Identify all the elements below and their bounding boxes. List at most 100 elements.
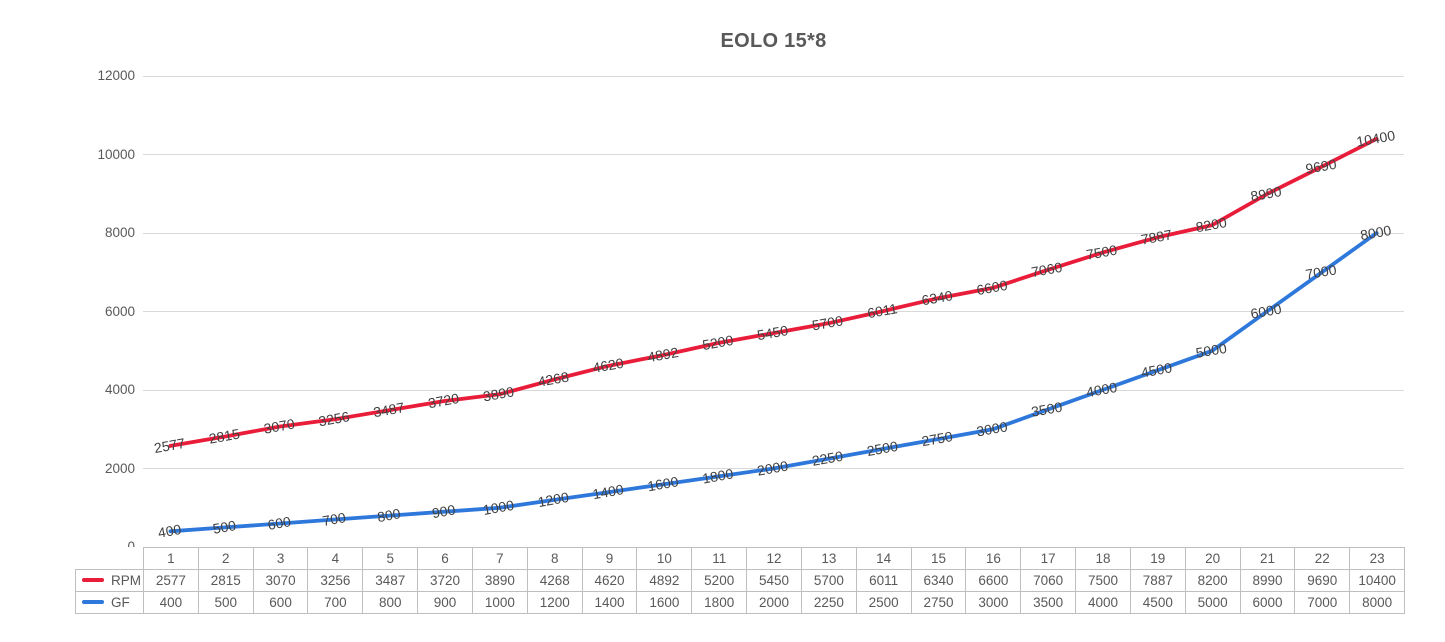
- table-value-cell: 400: [143, 591, 199, 614]
- data-label-rpm: 8200: [1195, 214, 1229, 235]
- y-axis-tick-label: 0: [70, 539, 135, 555]
- table-header-cell: 7: [471, 547, 528, 570]
- data-label-rpm: 6011: [866, 300, 899, 321]
- data-label-gf: 700: [321, 509, 347, 529]
- table-header-cell: 11: [691, 547, 748, 570]
- gridline: [143, 154, 1404, 155]
- data-label-gf: 1800: [701, 465, 735, 486]
- table-header-cell: 9: [581, 547, 638, 570]
- table-header-cell: 17: [1020, 547, 1077, 570]
- table-value-cell: 3070: [252, 569, 309, 592]
- data-label-gf: 600: [266, 513, 292, 533]
- y-axis-tick-label: 2000: [104, 460, 135, 476]
- data-label-rpm: 3890: [482, 383, 516, 404]
- y-axis-tick-label: 10000: [97, 146, 135, 162]
- table-value-cell: 7000: [1294, 591, 1351, 614]
- legend-swatch-rpm: [82, 578, 104, 582]
- table-header-cell: 5: [362, 547, 419, 570]
- data-label-rpm: 10400: [1355, 127, 1396, 150]
- data-table: 1 2 3 4 5 6 7 8 9 10 11 12 13 14 15 16 17 18 19 20 21 22 23 RPM…: [75, 547, 1406, 614]
- data-label-gf: 3000: [975, 418, 1009, 439]
- gridline: [143, 232, 1404, 234]
- table-header-cell: 20: [1184, 547, 1241, 570]
- table-value-cell: 1000: [471, 591, 528, 614]
- data-label-gf: 400: [157, 521, 183, 541]
- data-label-rpm: 7060: [1030, 259, 1064, 280]
- table-header-cell: 18: [1075, 547, 1131, 570]
- table-value-cell: 7500: [1075, 569, 1131, 592]
- table-value-cell: 6340: [910, 569, 967, 592]
- data-label-gf: 2250: [811, 448, 845, 469]
- data-label-gf: 6000: [1249, 300, 1283, 321]
- series-line-gf: [168, 231, 1379, 534]
- table-header-cell: 10: [636, 547, 693, 570]
- table-value-cell: 2500: [855, 591, 912, 614]
- table-value-cell: 8990: [1239, 569, 1296, 592]
- table-header-cell: 6: [417, 547, 473, 570]
- table-value-cell: 7060: [1020, 569, 1077, 592]
- data-label-rpm: 2815: [208, 425, 242, 446]
- legend-label: RPM: [111, 573, 141, 588]
- data-label-rpm: 5200: [701, 332, 735, 353]
- data-label-rpm: 6600: [975, 277, 1009, 298]
- data-label-rpm: 3720: [427, 390, 461, 411]
- table-value-cell: 3256: [307, 569, 364, 592]
- data-label-rpm: 5450: [756, 322, 790, 343]
- data-label-gf: 1400: [591, 481, 625, 502]
- table-value-cell: 8000: [1349, 591, 1406, 614]
- table-value-cell: 4000: [1075, 591, 1131, 614]
- table-value-cell: 3890: [471, 569, 528, 592]
- data-label-rpm: 8990: [1249, 183, 1283, 204]
- data-label-gf: 8000: [1359, 222, 1393, 243]
- table-value-cell: 5700: [800, 569, 857, 592]
- table-value-cell: 6000: [1239, 591, 1296, 614]
- data-label-gf: 2000: [756, 457, 790, 478]
- table-value-cell: 4892: [636, 569, 693, 592]
- table-value-cell: 4500: [1129, 591, 1186, 614]
- table-value-cell: 2577: [143, 569, 199, 592]
- table-value-cell: 3487: [362, 569, 419, 592]
- table-value-cell: 4268: [526, 569, 583, 592]
- gridline: [143, 75, 1404, 77]
- data-label-rpm: 4620: [591, 355, 625, 376]
- chart-title: EOLO 15*8: [720, 30, 827, 52]
- table-value-cell: 6600: [965, 569, 1022, 592]
- data-label-gf: 1200: [537, 489, 571, 510]
- legend-cell-gf: GF: [75, 591, 144, 614]
- table-value-cell: 500: [197, 591, 254, 614]
- table-value-cell: 900: [417, 591, 473, 614]
- data-label-rpm: 7887: [1140, 226, 1174, 247]
- data-label-gf: 7000: [1304, 261, 1338, 282]
- table-header-cell: 16: [965, 547, 1022, 570]
- data-label-gf: 5000: [1195, 340, 1229, 361]
- table-value-cell: 9690: [1294, 569, 1351, 592]
- data-label-gf: 900: [431, 501, 457, 521]
- table-value-cell: 2250: [800, 591, 857, 614]
- data-label-gf: 4000: [1085, 379, 1119, 400]
- table-value-cell: 4620: [581, 569, 638, 592]
- data-label-rpm: 7500: [1085, 242, 1119, 263]
- table-value-cell: 600: [252, 591, 309, 614]
- data-label-rpm: 6340: [920, 287, 954, 308]
- data-label-gf: 1000: [482, 497, 516, 518]
- table-value-cell: 1200: [526, 591, 583, 614]
- table-value-cell: 7887: [1129, 569, 1186, 592]
- table-row-gf: GF 400 500 600 700 800 900 1000 1200 1400 1600 1800…: [75, 591, 1406, 614]
- data-label-rpm: 3256: [317, 408, 351, 429]
- table-header-cell: 1: [143, 547, 199, 570]
- legend-cell-rpm: RPM: [75, 569, 144, 592]
- table-value-cell: 3000: [965, 591, 1022, 614]
- data-label-gf: 800: [376, 505, 402, 525]
- table-header-cell: 19: [1129, 547, 1186, 570]
- table-value-cell: 3500: [1020, 591, 1077, 614]
- table-value-cell: 2815: [197, 569, 254, 592]
- table-value-cell: 10400: [1349, 569, 1406, 592]
- data-label-gf: 3500: [1030, 399, 1064, 420]
- data-label-rpm: 3487: [372, 399, 406, 420]
- data-label-gf: 4500: [1140, 359, 1174, 380]
- table-value-cell: 6011: [855, 569, 912, 592]
- y-axis-tick-label: 12000: [97, 68, 135, 83]
- y-axis-tick-label: 6000: [104, 303, 135, 319]
- table-header-cell: 2: [197, 547, 254, 570]
